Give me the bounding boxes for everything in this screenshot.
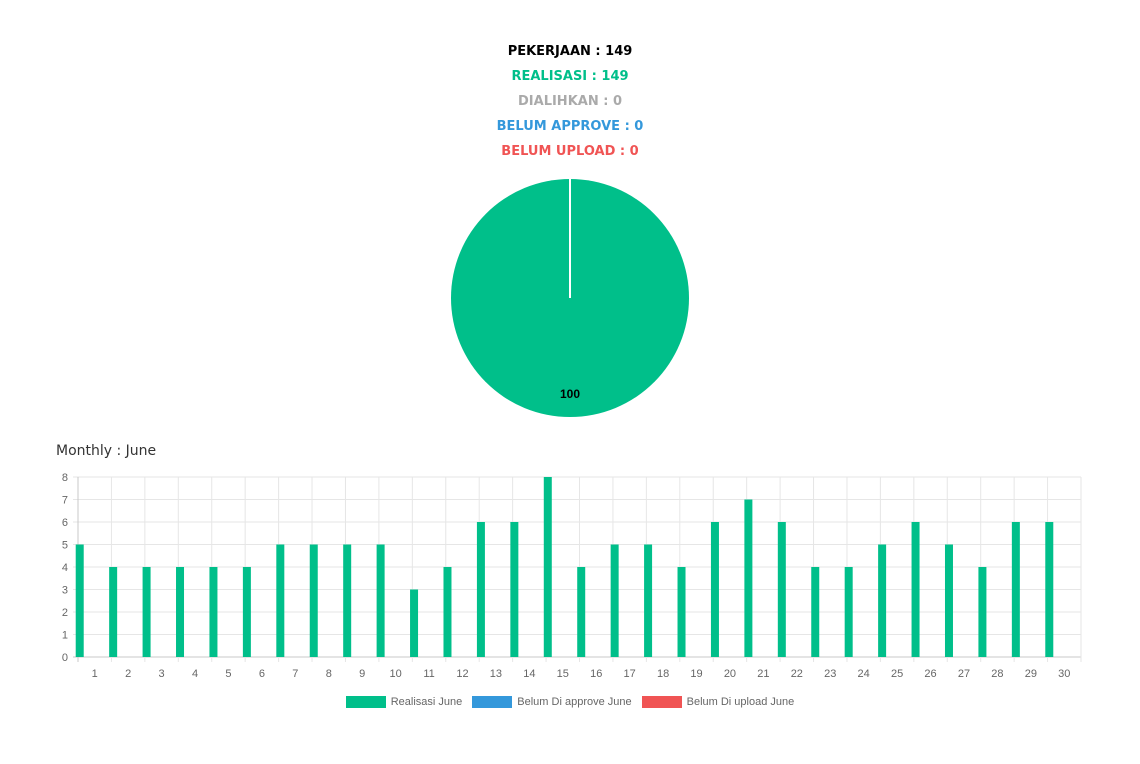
x-tick-label: 20 (724, 668, 736, 680)
bar-realisasi-june-2 (109, 567, 118, 657)
bar-realisasi-june-6 (242, 567, 251, 657)
legend-swatch (641, 696, 682, 708)
y-tick-label: 8 (62, 472, 68, 484)
x-tick-label: 4 (192, 668, 198, 680)
bar-realisasi-june-22 (777, 522, 786, 657)
legend-item[interactable]: Belum Di approve June (472, 696, 632, 708)
x-tick-label: 28 (991, 668, 1003, 680)
x-tick-label: 30 (1058, 668, 1070, 680)
x-tick-label: 7 (292, 668, 298, 680)
dialihkan-count: DIALIHKAN : 0 (518, 94, 622, 109)
bar-realisasi-june-4 (176, 567, 185, 657)
bar-realisasi-june-20 (710, 522, 719, 657)
x-tick-label: 5 (225, 668, 231, 680)
bar-realisasi-june-27 (944, 544, 953, 657)
y-tick-label: 4 (62, 562, 68, 574)
bar-realisasi-june-25 (878, 544, 887, 657)
bar-realisasi-june-1 (75, 544, 84, 657)
bar-realisasi-june-24 (844, 567, 853, 657)
bar-realisasi-june-14 (510, 522, 519, 657)
bar-realisasi-june-30 (1045, 522, 1054, 657)
bar-chart-legend: Realisasi June Belum Di approve June Belum… (0, 696, 1140, 708)
x-tick-label: 27 (958, 668, 970, 680)
x-tick-label: 3 (159, 668, 165, 680)
x-tick-label: 18 (657, 668, 669, 680)
y-tick-label: 6 (62, 517, 68, 529)
x-tick-label: 10 (389, 668, 401, 680)
x-tick-label: 23 (824, 668, 836, 680)
y-tick-label: 1 (62, 630, 68, 642)
x-tick-label: 24 (858, 668, 870, 680)
y-tick-label: 7 (62, 495, 68, 507)
monthly-chart-title: Monthly : June (56, 443, 157, 459)
x-tick-label: 2 (125, 668, 131, 680)
x-tick-label: 25 (891, 668, 903, 680)
x-tick-label: 8 (326, 668, 332, 680)
x-tick-label: 9 (359, 668, 365, 680)
bar-realisasi-june-9 (343, 544, 352, 657)
legend-swatch (472, 696, 513, 708)
bar-realisasi-june-17 (610, 544, 619, 657)
bar-realisasi-june-11 (410, 589, 419, 657)
bar-realisasi-june-28 (978, 567, 987, 657)
pie-data-label: 100 (560, 387, 580, 401)
y-tick-label: 3 (62, 585, 68, 597)
y-tick-label: 2 (62, 607, 68, 619)
x-tick-label: 13 (490, 668, 502, 680)
x-tick-label: 21 (757, 668, 769, 680)
bar-realisasi-june-16 (577, 567, 586, 657)
x-tick-label: 16 (590, 668, 602, 680)
x-tick-label: 22 (791, 668, 803, 680)
legend-label: Belum Di upload June (686, 696, 795, 708)
bar-realisasi-june-15 (543, 477, 552, 657)
x-tick-label: 6 (259, 668, 265, 680)
legend-label: Realisasi June (390, 696, 463, 708)
x-tick-label: 11 (423, 668, 434, 680)
legend-item[interactable]: Realisasi June (345, 696, 463, 708)
pekerjaan-count: PEKERJAAN : 149 (507, 44, 633, 59)
bar-realisasi-june-3 (142, 567, 151, 657)
realisasi-count: REALISASI : 149 (511, 69, 629, 84)
bar-realisasi-june-10 (376, 544, 385, 657)
bar-realisasi-june-13 (476, 522, 485, 657)
legend-label: Belum Di approve June (517, 696, 632, 708)
legend-item[interactable]: Belum Di upload June (641, 696, 795, 708)
bar-realisasi-june-8 (309, 544, 318, 657)
x-tick-label: 19 (690, 668, 702, 680)
bar-realisasi-june-21 (744, 499, 753, 657)
bar-realisasi-june-19 (677, 567, 686, 657)
x-tick-label: 15 (557, 668, 569, 680)
y-tick-label: 5 (62, 540, 68, 552)
legend-swatch (345, 696, 386, 708)
bar-realisasi-june-29 (1011, 522, 1020, 657)
x-tick-label: 17 (624, 668, 636, 680)
bar-realisasi-june-26 (911, 522, 920, 657)
x-tick-label: 12 (456, 668, 468, 680)
belum-upload-count: BELUM UPLOAD : 0 (501, 144, 639, 159)
bar-realisasi-june-18 (644, 544, 653, 657)
x-tick-label: 14 (523, 668, 535, 680)
bar-realisasi-june-23 (811, 567, 820, 657)
x-tick-label: 29 (1025, 668, 1037, 680)
bar-realisasi-june-7 (276, 544, 285, 657)
belum-approve-count: BELUM APPROVE : 0 (496, 119, 644, 134)
x-tick-label: 1 (92, 668, 98, 680)
bar-realisasi-june-5 (209, 567, 218, 657)
bar-realisasi-june-12 (443, 567, 452, 657)
y-tick-label: 0 (62, 652, 68, 664)
x-tick-label: 26 (924, 668, 936, 680)
